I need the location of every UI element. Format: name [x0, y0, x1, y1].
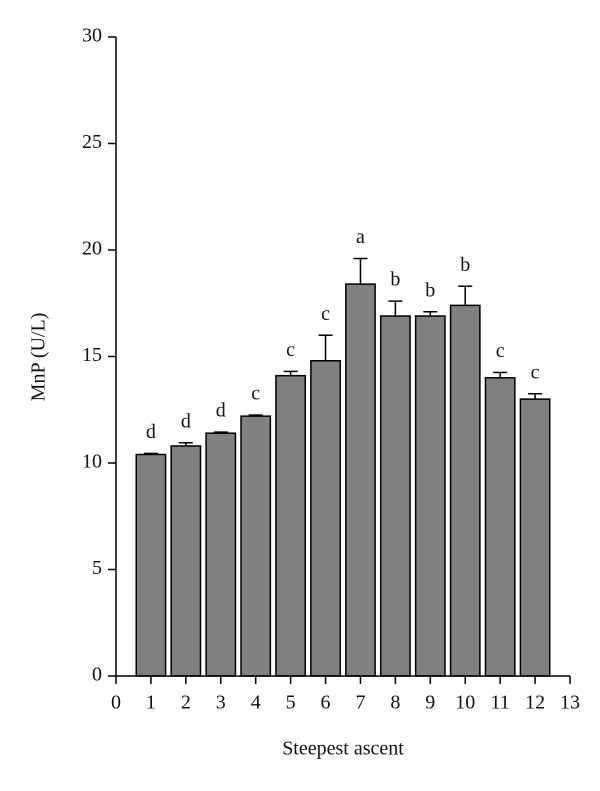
error-bar — [528, 393, 543, 400]
group-letter: b — [425, 279, 435, 301]
bar — [379, 315, 411, 677]
bar — [310, 360, 341, 677]
group-letter: d — [216, 400, 226, 422]
y-tick-label: 10 — [82, 451, 102, 473]
bar — [275, 374, 307, 677]
y-tick-label: 15 — [82, 344, 102, 366]
group-letter: d — [146, 421, 156, 443]
bar — [205, 432, 237, 677]
y-tick-label: 5 — [92, 557, 102, 579]
x-tick-label: 11 — [491, 692, 510, 714]
group-letter: b — [390, 269, 400, 291]
group-letter: c — [496, 340, 505, 362]
group-letter: c — [531, 361, 540, 383]
error-bar — [458, 285, 473, 306]
x-axis-title: Steepest ascent — [282, 738, 404, 760]
bar — [240, 415, 272, 677]
bar — [414, 315, 446, 677]
bar — [135, 453, 167, 677]
bar — [484, 377, 516, 677]
x-tick-label: 5 — [286, 692, 296, 714]
error-bar — [213, 431, 228, 434]
error-bar — [178, 442, 193, 446]
bar — [449, 304, 481, 677]
y-tick-label: 25 — [82, 131, 102, 153]
x-tick-label: 0 — [111, 692, 121, 714]
error-bar — [318, 334, 333, 361]
x-tick-label: 7 — [355, 692, 365, 714]
error-bar — [353, 257, 368, 285]
error-bar — [493, 371, 508, 378]
x-tick-label: 3 — [216, 692, 226, 714]
bar — [170, 445, 202, 677]
x-tick-label: 13 — [560, 692, 580, 714]
x-tick-label: 2 — [181, 692, 191, 714]
group-letter: c — [251, 383, 260, 405]
error-bar — [143, 452, 158, 455]
error-bar — [388, 300, 403, 317]
group-letter: c — [321, 303, 330, 325]
x-tick-label: 8 — [390, 692, 400, 714]
error-bar — [283, 370, 298, 376]
error-bar — [248, 414, 263, 417]
group-letter: b — [460, 254, 470, 276]
group-letter: c — [286, 339, 295, 361]
error-bar — [423, 311, 438, 317]
y-tick-label: 20 — [82, 238, 102, 260]
x-tick-label: 1 — [146, 692, 156, 714]
group-letter: d — [181, 410, 191, 432]
x-tick-label: 9 — [425, 692, 435, 714]
bar — [345, 283, 376, 677]
y-axis-title: MnP (U/L) — [28, 313, 50, 402]
x-tick-label: 12 — [525, 692, 545, 714]
bar — [519, 398, 551, 677]
x-tick-label: 6 — [321, 692, 331, 714]
x-tick-label: 10 — [455, 692, 475, 714]
group-letter: a — [356, 226, 365, 248]
x-tick-label: 4 — [251, 692, 261, 714]
y-tick-label: 30 — [82, 25, 102, 47]
y-tick-label: 0 — [92, 664, 102, 686]
